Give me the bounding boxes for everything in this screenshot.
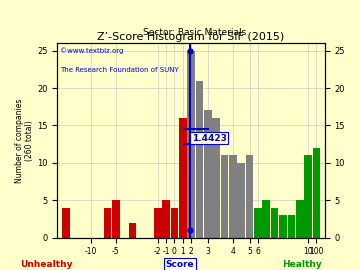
Bar	[229, 155, 237, 238]
Bar	[279, 215, 287, 238]
Bar	[204, 110, 212, 238]
Bar	[254, 208, 262, 238]
Text: Healthy: Healthy	[283, 260, 322, 269]
Text: Score: Score	[166, 260, 194, 269]
Bar	[179, 118, 186, 238]
Bar	[221, 155, 228, 238]
Bar	[246, 155, 253, 238]
Bar	[262, 200, 270, 238]
Bar	[112, 200, 120, 238]
Bar	[312, 148, 320, 238]
Bar	[171, 208, 178, 238]
Text: The Research Foundation of SUNY: The Research Foundation of SUNY	[60, 66, 179, 73]
Bar	[187, 51, 195, 238]
Y-axis label: Number of companies
(260 total): Number of companies (260 total)	[15, 98, 35, 183]
Bar	[296, 200, 303, 238]
Bar	[288, 215, 295, 238]
Bar	[195, 80, 203, 238]
Bar	[104, 208, 111, 238]
Title: Z’-Score Histogram for SIF (2015): Z’-Score Histogram for SIF (2015)	[98, 32, 285, 42]
Bar	[154, 208, 162, 238]
Text: Sector: Basic Materials: Sector: Basic Materials	[143, 28, 246, 37]
Bar	[237, 163, 245, 238]
Bar	[162, 200, 170, 238]
Bar	[62, 208, 69, 238]
Text: 1.4423: 1.4423	[192, 134, 227, 143]
Bar	[212, 118, 220, 238]
Bar	[304, 155, 312, 238]
Bar	[129, 223, 136, 238]
Text: ©www.textbiz.org: ©www.textbiz.org	[60, 47, 123, 54]
Text: Unhealthy: Unhealthy	[21, 260, 73, 269]
Bar	[271, 208, 279, 238]
